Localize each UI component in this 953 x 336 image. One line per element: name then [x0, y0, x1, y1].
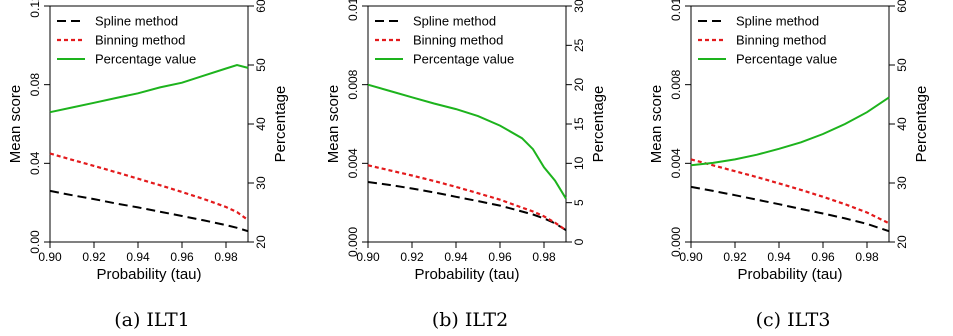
- x-tick-label: 0.98: [855, 250, 879, 264]
- x-tick-label: 0.94: [767, 250, 791, 264]
- y2-axis-title: Percentage: [913, 86, 930, 163]
- x-tick-label: 0.90: [356, 250, 380, 264]
- legend-label: Percentage value: [736, 52, 837, 67]
- y2-tick-label: 50: [895, 58, 909, 72]
- x-tick-label: 0.90: [679, 250, 703, 264]
- series-line-binning-method: [690, 158, 890, 225]
- y2-tick-label: 40: [254, 117, 268, 131]
- y2-tick-label: 30: [895, 176, 909, 190]
- series-line-percentage-value: [367, 83, 567, 200]
- chart-panel-2: 0.90 0.92 0.94 0.96 0.98 0.000 0.004 0.008 0.012…: [325, 0, 607, 331]
- panel-caption: (c) ILT3: [756, 309, 831, 331]
- y2-tick-label: 60: [254, 0, 268, 13]
- series-line-spline-method: [690, 185, 890, 233]
- y2-tick-label: 10: [572, 156, 586, 170]
- x-tick-label: 0.96: [811, 250, 835, 264]
- series-line-percentage-value: [690, 96, 890, 167]
- legend-label: Binning method: [413, 33, 503, 48]
- y-tick-label: 0.008: [669, 69, 683, 99]
- y2-tick-label: 15: [572, 117, 586, 131]
- y-tick-label: 0.12: [28, 0, 42, 18]
- panel-caption: (b) ILT2: [432, 309, 508, 331]
- x-tick-label: 0.90: [38, 250, 62, 264]
- series-line-binning-method: [49, 152, 249, 221]
- x-tick-label: 0.92: [82, 250, 106, 264]
- panel-caption: (a) ILT1: [114, 309, 190, 331]
- y-axis-title: Mean score: [325, 85, 342, 163]
- y2-tick-label: 50: [254, 58, 268, 72]
- legend-label: Spline method: [736, 14, 819, 29]
- x-axis-title: Probability (tau): [737, 266, 842, 283]
- legend-label: Percentage value: [413, 52, 514, 67]
- legend-label: Percentage value: [95, 52, 196, 67]
- y-tick-label: 0.004: [346, 148, 360, 178]
- y2-tick-label: 20: [572, 78, 586, 92]
- y-tick-label: 0.00: [28, 230, 42, 254]
- y2-tick-label: 5: [572, 199, 586, 206]
- y2-tick-label: 40: [895, 117, 909, 131]
- x-tick-label: 0.92: [400, 250, 424, 264]
- x-tick-label: 0.92: [723, 250, 747, 264]
- y2-tick-label: 20: [895, 235, 909, 249]
- y2-tick-label: 60: [895, 0, 909, 13]
- y-axis-title: Mean score: [648, 85, 665, 163]
- y2-tick-label: 30: [572, 0, 586, 13]
- legend-label: Spline method: [413, 14, 496, 29]
- x-axis-title: Probability (tau): [414, 266, 519, 283]
- y2-axis-title: Percentage: [272, 86, 289, 163]
- y-tick-label: 0.012: [346, 0, 360, 21]
- y2-tick-label: 30: [254, 176, 268, 190]
- y-tick-label: 0.012: [669, 0, 683, 21]
- y-tick-label: 0.04: [28, 151, 42, 175]
- x-tick-label: 0.94: [444, 250, 468, 264]
- x-tick-label: 0.94: [126, 250, 150, 264]
- x-tick-label: 0.96: [170, 250, 194, 264]
- legend-label: Binning method: [95, 33, 185, 48]
- y-tick-label: 0.000: [346, 227, 360, 257]
- y2-axis-title: Percentage: [590, 86, 607, 163]
- y-tick-label: 0.008: [346, 69, 360, 99]
- series-line-binning-method: [367, 164, 567, 232]
- x-tick-label: 0.98: [532, 250, 556, 264]
- y-tick-label: 0.000: [669, 227, 683, 257]
- y2-tick-label: 20: [254, 235, 268, 249]
- chart-panel-1: 0.90 0.92 0.94 0.96 0.98 0.00 0.04 0.08 0.12 20 30…: [7, 0, 289, 331]
- series-line-spline-method: [49, 189, 249, 233]
- x-tick-label: 0.96: [488, 250, 512, 264]
- y-axis-title: Mean score: [7, 85, 24, 163]
- x-axis-title: Probability (tau): [96, 266, 201, 283]
- y2-tick-label: 0: [572, 238, 586, 245]
- chart-panel-3: 0.90 0.92 0.94 0.96 0.98 0.000 0.004 0.008 0.012…: [648, 0, 930, 331]
- legend-label: Spline method: [95, 14, 178, 29]
- y2-tick-label: 25: [572, 38, 586, 52]
- series-line-percentage-value: [49, 63, 249, 114]
- x-tick-label: 0.98: [214, 250, 238, 264]
- y-tick-label: 0.004: [669, 148, 683, 178]
- legend-label: Binning method: [736, 33, 826, 48]
- y-tick-label: 0.08: [28, 73, 42, 97]
